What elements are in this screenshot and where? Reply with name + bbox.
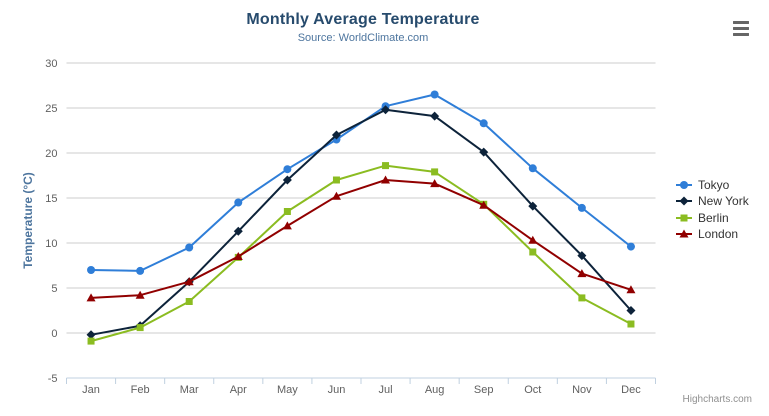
y-axis-tick-label: 20 — [45, 148, 57, 160]
marker-tokyo-Jan[interactable] — [87, 266, 96, 274]
marker-berlin-Jun[interactable] — [332, 176, 340, 184]
legend-item-tokyo[interactable]: Tokyo — [676, 177, 749, 193]
marker-new-york-Aug[interactable] — [430, 111, 440, 121]
series-line-tokyo[interactable] — [90, 93, 632, 272]
marker-london-Aug[interactable] — [430, 179, 440, 188]
marker-london-Jul[interactable] — [381, 175, 391, 184]
legend-label: Tokyo — [698, 178, 730, 192]
marker-london-Feb[interactable] — [135, 290, 145, 299]
marker-new-york-Jan[interactable] — [86, 330, 96, 340]
x-axis-tick-label: Nov — [572, 384, 592, 396]
marker-tokyo-Dec[interactable] — [626, 242, 635, 251]
marker-berlin-Dec[interactable] — [627, 320, 635, 328]
marker-tokyo-May[interactable] — [283, 165, 292, 174]
export-hamburger-icon[interactable] — [733, 21, 749, 36]
marker-berlin-Jan[interactable] — [87, 337, 95, 345]
y-axis-tick-label: 25 — [45, 103, 57, 115]
marker-tokyo-Mar[interactable] — [185, 243, 194, 252]
marker-london-Mar[interactable] — [184, 277, 194, 286]
legend-label: London — [698, 227, 739, 242]
marker-london-Jan[interactable] — [86, 293, 96, 302]
x-axis-tick-label: Jul — [379, 384, 393, 396]
legend-marker-circle-icon — [676, 181, 692, 189]
marker-new-york-Jun[interactable] — [331, 130, 341, 140]
x-axis-tick-label: Jun — [328, 384, 346, 396]
marker-berlin-Jul[interactable] — [382, 162, 390, 170]
legend-item-berlin[interactable]: Berlin — [676, 210, 749, 226]
chart-title: Monthly Average Temperature — [246, 11, 480, 28]
marker-berlin-Aug[interactable] — [431, 168, 439, 176]
marker-new-york-Jul[interactable] — [381, 105, 391, 115]
marker-new-york-Nov[interactable] — [577, 251, 587, 261]
x-axis-tick-label: Oct — [524, 384, 541, 396]
marker-berlin-Feb[interactable] — [136, 324, 144, 332]
legend: Tokyo New York Berlin London — [676, 177, 749, 243]
legend-item-new-york[interactable]: New York — [676, 193, 749, 209]
y-axis-tick-label: 5 — [51, 283, 57, 295]
marker-tokyo-Nov[interactable] — [577, 203, 586, 212]
marker-tokyo-Aug[interactable] — [430, 90, 439, 99]
marker-berlin-Mar[interactable] — [185, 298, 193, 305]
marker-tokyo-Feb[interactable] — [136, 266, 145, 275]
hamburger-bar — [733, 21, 749, 24]
y-axis-tick-label: 10 — [45, 238, 57, 250]
marker-berlin-May[interactable] — [283, 208, 291, 215]
marker-new-york-Dec[interactable] — [626, 306, 636, 315]
marker-london-Jun[interactable] — [331, 191, 341, 200]
marker-london-May[interactable] — [282, 221, 292, 230]
series-line-new-york[interactable] — [90, 108, 632, 336]
x-axis-tick-label: Apr — [230, 384, 247, 396]
series-line-berlin[interactable] — [90, 164, 632, 343]
x-axis-tick-label: Aug — [425, 384, 445, 396]
x-axis-tick-label: Dec — [621, 384, 641, 396]
marker-new-york-Oct[interactable] — [528, 201, 538, 211]
x-axis-tick-label: May — [277, 384, 298, 396]
y-axis-tick-label: 0 — [51, 328, 57, 340]
marker-london-Dec[interactable] — [626, 285, 636, 294]
legend-item-london[interactable]: London — [676, 226, 749, 242]
legend-marker-diamond-icon — [676, 196, 692, 206]
marker-new-york-Sep[interactable] — [479, 147, 489, 157]
x-axis-tick-label: Sep — [474, 384, 494, 396]
x-axis-tick-label: Feb — [131, 384, 150, 396]
marker-london-Apr[interactable] — [233, 252, 243, 260]
marker-london-Sep[interactable] — [479, 200, 489, 209]
hamburger-bar — [733, 33, 749, 36]
y-axis-tick-label: 15 — [45, 193, 57, 205]
legend-label: Berlin — [698, 210, 729, 225]
marker-tokyo-Sep[interactable] — [479, 119, 488, 128]
marker-berlin-Oct[interactable] — [529, 248, 537, 256]
marker-london-Oct[interactable] — [528, 235, 538, 244]
marker-london-Nov[interactable] — [577, 269, 587, 278]
hamburger-bar — [733, 27, 749, 30]
legend-label: New York — [698, 194, 749, 209]
highcharts-credits-link[interactable]: Highcharts.com — [682, 394, 752, 405]
marker-tokyo-Apr[interactable] — [234, 198, 243, 207]
marker-new-york-Apr[interactable] — [233, 226, 243, 236]
marker-new-york-May[interactable] — [282, 175, 292, 185]
legend-marker-triangle-icon — [676, 229, 692, 238]
y-axis-tick-label: 30 — [45, 58, 57, 70]
x-axis-tick-label: Mar — [180, 384, 199, 396]
legend-marker-square-icon — [676, 214, 692, 222]
chart-subtitle: Source: WorldClimate.com — [297, 32, 429, 44]
x-axis-tick-label: Jan — [82, 384, 100, 396]
y-axis-title: Temperature (°C) — [21, 172, 35, 269]
y-axis-tick-label: -5 — [48, 373, 58, 385]
series-line-london[interactable] — [90, 179, 632, 299]
marker-tokyo-Oct[interactable] — [528, 164, 537, 173]
marker-berlin-Nov[interactable] — [578, 294, 586, 302]
